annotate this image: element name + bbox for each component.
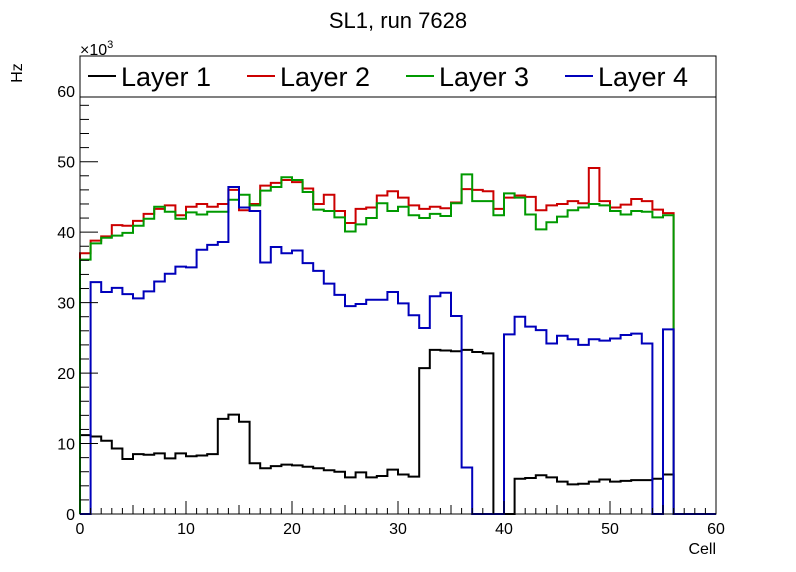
legend: Layer 1 Layer 2 Layer 3 Layer 4 <box>79 55 717 98</box>
legend-box <box>79 55 717 98</box>
x-tick-label: 40 <box>495 521 513 538</box>
chart-title: SL1, run 7628 <box>329 8 467 33</box>
x-tick-label: 0 <box>76 521 85 538</box>
y-axis-label: Hz <box>9 63 26 83</box>
x-tick-label: 10 <box>177 521 195 538</box>
y-multiplier-base: ×10 <box>80 42 107 59</box>
legend-label: Layer 2 <box>280 62 370 92</box>
x-tick-label: 30 <box>389 521 407 538</box>
y-tick-label: 30 <box>57 296 75 313</box>
y-tick-label: 60 <box>57 84 75 101</box>
axes-layer: 0 10 20 30 40 50 60 0 10 20 30 40 50 60 <box>57 55 725 538</box>
y-tick-label: 40 <box>57 225 75 242</box>
series-layer-1 <box>79 348 716 515</box>
y-axis-multiplier: ×103 <box>80 39 113 59</box>
legend-label: Layer 4 <box>598 62 688 92</box>
series-layer-4 <box>80 186 716 515</box>
x-tick-label: 50 <box>601 521 619 538</box>
y-tick-label: 10 <box>57 437 75 454</box>
legend-label: Layer 1 <box>121 62 211 92</box>
x-tick-label: 20 <box>283 521 301 538</box>
y-tick-label: 20 <box>57 366 75 383</box>
y-tick-label: 0 <box>66 507 75 524</box>
x-axis-label: Cell <box>688 541 716 558</box>
legend-label: Layer 3 <box>439 62 529 92</box>
y-tick-label: 50 <box>57 155 75 172</box>
x-tick-label: 60 <box>707 521 725 538</box>
series-layer-3 <box>79 173 716 515</box>
y-multiplier-exponent: 3 <box>107 39 113 51</box>
series-layer <box>79 167 716 515</box>
